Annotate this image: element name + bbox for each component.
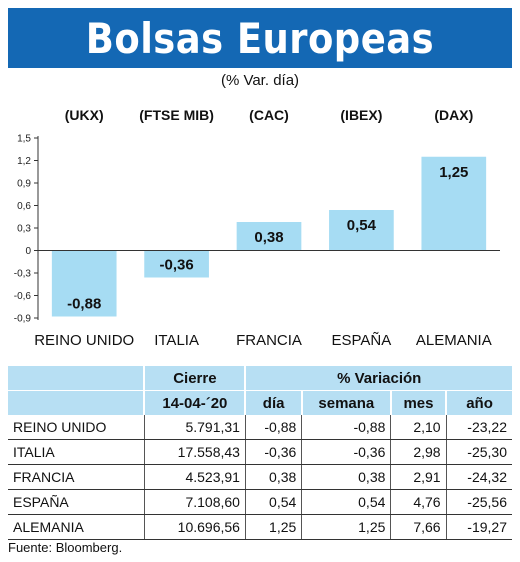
row-semana: -0,88 (301, 415, 391, 440)
table-header-cierre: Cierre (143, 366, 246, 391)
bar-value-label: 1,25 (439, 164, 468, 181)
table-row: REINO UNIDO 5.791,31 -0,88 -0,88 2,10 -2… (8, 415, 512, 440)
row-cierre: 17.558,43 (143, 439, 246, 465)
row-dia: -0,88 (244, 415, 302, 440)
row-mes: 2,91 (390, 464, 447, 490)
table-header-variacion: % Variación (244, 366, 512, 391)
index-code-label: (DAX) (434, 107, 473, 123)
row-name: ITALIA (8, 439, 145, 465)
row-name: ALEMANIA (8, 514, 145, 540)
row-name: FRANCIA (8, 464, 145, 490)
bar (51, 250, 117, 317)
x-category-label: ESPAÑA (332, 332, 392, 349)
y-tick-label: -0,3 (14, 269, 32, 280)
bar-value-label: 0,38 (254, 229, 283, 246)
y-tick-label: 0 (25, 246, 31, 257)
bar (421, 156, 487, 251)
row-mes: 4,76 (390, 489, 447, 515)
source-note: Fuente: Bloomberg. (8, 540, 123, 555)
row-ano: -24,32 (445, 464, 512, 490)
data-table: Cierre % Variación 14-04-´20 día semana … (8, 366, 512, 540)
row-ano: -25,30 (445, 439, 512, 465)
table-row: ITALIA 17.558,43 -0,36 -0,36 2,98 -25,30 (8, 439, 512, 465)
y-tick-label: 0,6 (17, 201, 31, 212)
row-semana: -0,36 (301, 439, 391, 465)
row-dia: 1,25 (244, 514, 302, 540)
index-code-label: (IBEX) (340, 107, 382, 123)
row-dia: 0,38 (244, 464, 302, 490)
chart-subtitle: (% Var. día) (220, 72, 300, 89)
row-semana: 0,54 (301, 489, 391, 515)
x-category-label: REINO UNIDO (34, 332, 134, 349)
table-header-dia: día (244, 390, 302, 415)
row-ano: -19,27 (445, 514, 512, 540)
bar-value-label: 0,54 (347, 217, 377, 234)
row-cierre: 10.696,56 (143, 514, 246, 540)
table-row: ALEMANIA 10.696,56 1,25 1,25 7,66 -19,27 (8, 514, 512, 540)
index-code-label: (FTSE MIB) (139, 107, 214, 123)
table-header-blank-2 (8, 390, 145, 415)
table-row: FRANCIA 4.523,91 0,38 0,38 2,91 -24,32 (8, 464, 512, 490)
bar-value-label: -0,36 (159, 257, 193, 274)
table-header-date: 14-04-´20 (143, 390, 246, 415)
bar (144, 250, 209, 278)
bar (236, 222, 302, 251)
row-cierre: 5.791,31 (143, 415, 246, 440)
index-code-label: (UKX) (65, 107, 104, 123)
page-title: Bolsas Europeas (85, 13, 435, 63)
y-tick-label: 1,2 (17, 156, 31, 167)
bar-chart: 1,5 1,2 0,9 0,6 0,3 0 -0,3 -0,6 -0,9 -0,88 (UKX) RE… (14, 107, 500, 349)
bar-value-label: -0,88 (67, 296, 101, 313)
row-semana: 0,38 (301, 464, 391, 490)
x-category-label: FRANCIA (236, 332, 302, 349)
y-tick-label: -0,6 (14, 291, 32, 302)
title-banner: Bolsas Europeas (8, 8, 512, 68)
row-dia: -0,36 (244, 439, 302, 465)
row-mes: 2,98 (390, 439, 447, 465)
row-cierre: 7.108,60 (143, 489, 246, 515)
row-semana: 1,25 (301, 514, 391, 540)
x-category-label: ITALIA (154, 332, 199, 349)
row-cierre: 4.523,91 (143, 464, 246, 490)
bar (329, 210, 394, 251)
y-tick-label: 0,9 (17, 179, 31, 190)
table-row: ESPAÑA 7.108,60 0,54 0,54 4,76 -25,56 (8, 489, 512, 515)
row-dia: 0,54 (244, 489, 302, 515)
row-name: REINO UNIDO (8, 415, 145, 440)
table-header-ano: año (445, 390, 512, 415)
y-tick-label: 1,5 (17, 134, 31, 145)
row-ano: -25,56 (445, 489, 512, 515)
table-header-mes: mes (389, 390, 447, 415)
row-name: ESPAÑA (8, 489, 145, 515)
x-category-label: ALEMANIA (416, 332, 492, 349)
y-tick-label: -0,9 (14, 314, 32, 325)
y-tick-label: 0,3 (17, 224, 31, 235)
row-mes: 7,66 (390, 514, 447, 540)
row-ano: -23,22 (445, 415, 512, 440)
table-header-semana: semana (300, 390, 391, 415)
index-code-label: (CAC) (249, 107, 289, 123)
table-header-blank (8, 366, 145, 391)
row-mes: 2,10 (390, 415, 447, 440)
